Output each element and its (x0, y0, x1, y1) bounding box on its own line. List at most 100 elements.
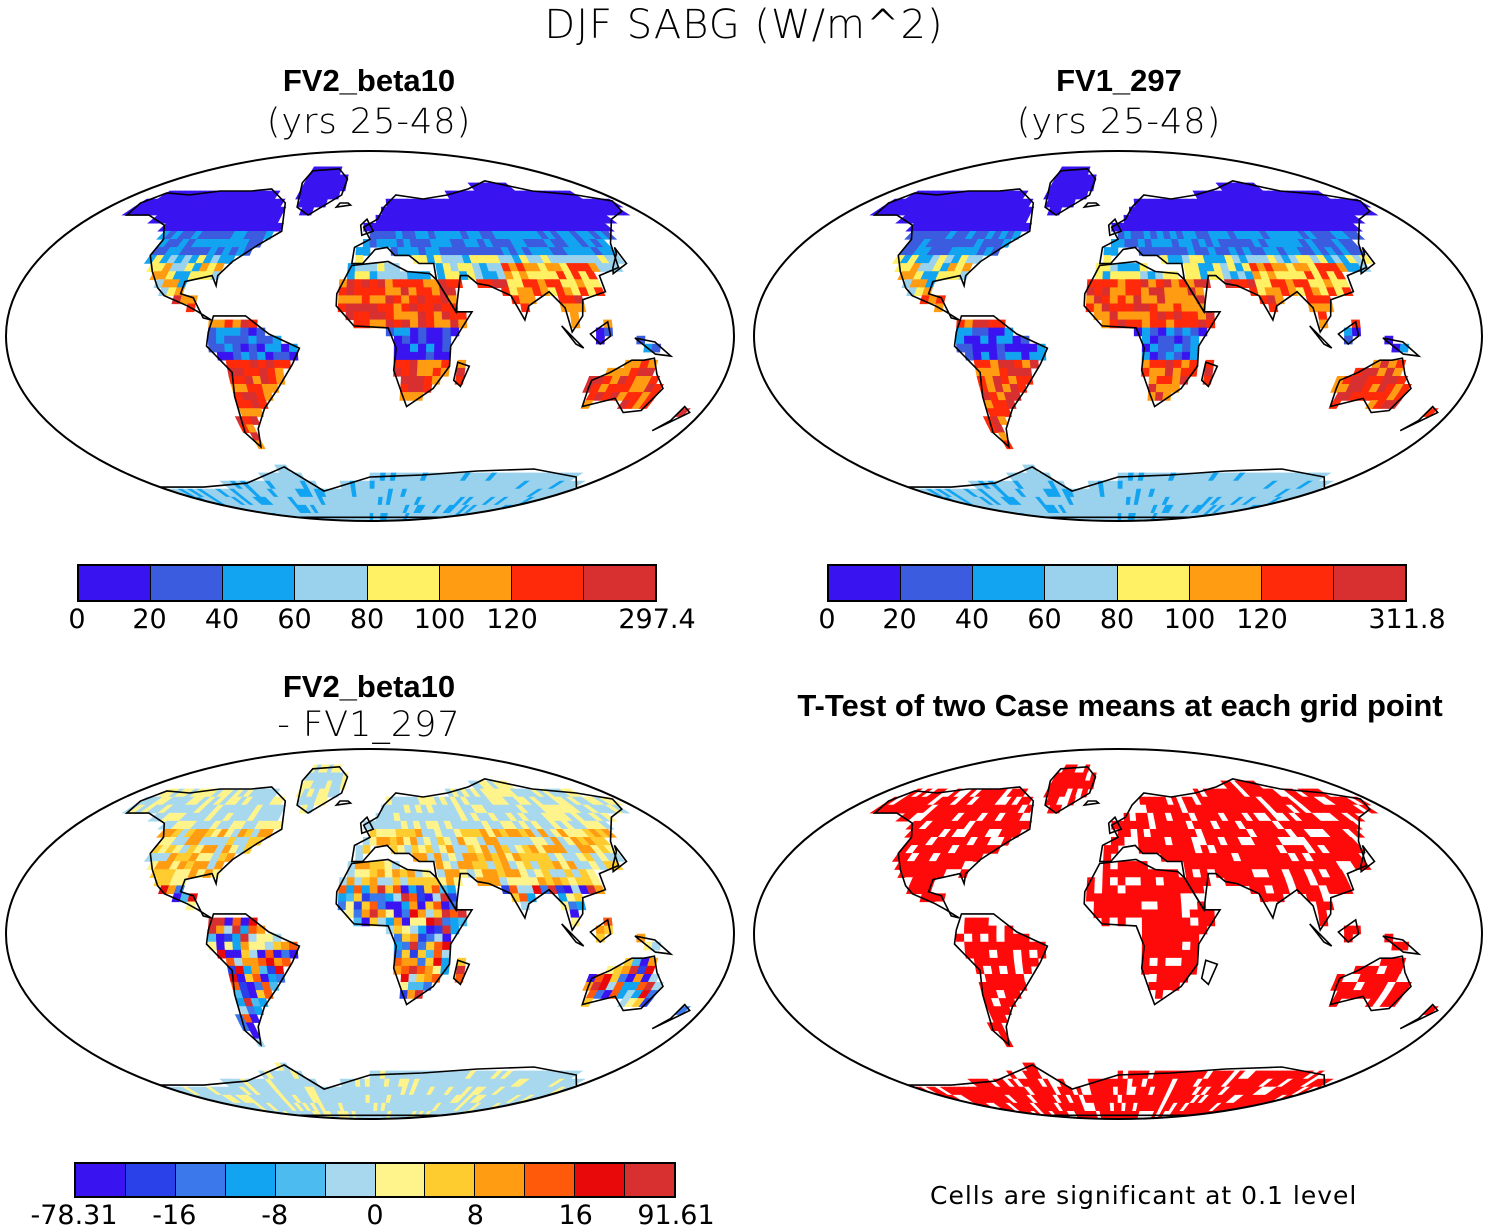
grid-cell (240, 925, 250, 935)
grid-cell (409, 957, 419, 967)
grid-cell (401, 303, 411, 313)
grid-cell (1254, 512, 1275, 521)
grid-cell (1140, 271, 1149, 280)
grid-cell (242, 512, 261, 521)
grid-cell (224, 949, 235, 959)
grid-cell (393, 335, 403, 345)
grid-cell (1164, 375, 1174, 385)
grid-cell (416, 885, 426, 895)
grid-cell (424, 367, 434, 377)
grid-cell (1277, 504, 1298, 514)
grid-cell (1113, 504, 1119, 514)
grid-cell (224, 1110, 245, 1119)
figure-title: DJF SABG (W/m^2) (544, 2, 944, 48)
grid-cell (233, 359, 244, 369)
grid-cell (272, 343, 282, 353)
grid-cell (1171, 287, 1182, 297)
grid-cell (256, 335, 266, 345)
grid-cell (964, 343, 974, 353)
grid-cell (1182, 319, 1192, 329)
grid-cell (408, 893, 418, 903)
grid-cell (986, 512, 1005, 521)
grid-cell (1166, 335, 1175, 345)
grid-cell (217, 512, 237, 521)
grid-cell (1117, 311, 1127, 321)
grid-cell (950, 504, 970, 514)
grid-cell (248, 949, 259, 959)
grid-cell (232, 319, 242, 329)
grid-cell (417, 351, 427, 361)
grid-cell (417, 917, 427, 927)
grid-cell (407, 279, 417, 288)
grid-cell (569, 909, 580, 919)
grid-cell (240, 327, 250, 337)
coastline-eurasia (350, 180, 623, 334)
grid-cell (426, 941, 435, 951)
grid-cell (1190, 343, 1200, 353)
grid-cell (198, 1102, 218, 1112)
grid-cell (400, 375, 410, 385)
grid-cell (1123, 222, 1132, 232)
grid-cell (240, 351, 251, 361)
coastline-newGuinea (634, 337, 674, 358)
grid-cell (232, 335, 242, 345)
grid-cell (216, 327, 225, 337)
grid-cell (1181, 359, 1191, 369)
grid-cell (956, 343, 966, 353)
grid-cell (1165, 303, 1175, 313)
grid-cell (506, 512, 527, 521)
grid-cell (402, 925, 411, 935)
grid-cell (221, 1110, 240, 1119)
grid-cell (410, 933, 419, 943)
coastline-australia (581, 955, 664, 1012)
grid-cell (433, 351, 443, 361)
grid-cell (240, 335, 250, 345)
grid-cell (389, 239, 398, 248)
grid-cell (208, 941, 218, 951)
grid-cell (248, 351, 259, 361)
grid-cell (1148, 287, 1158, 297)
grid-cell (369, 909, 379, 919)
grid-cell (369, 1086, 375, 1096)
grid-cell (1103, 853, 1112, 862)
grid-cell (241, 957, 252, 967)
grid-cell (1004, 343, 1014, 353)
grid-cell (597, 222, 615, 232)
panel-title-fv1: FV1_297 (1056, 63, 1182, 98)
grid-cell (359, 480, 366, 490)
grid-cell (1029, 359, 1040, 369)
grid-cell (224, 343, 234, 353)
panel-subtitle-fv1: (yrs 25-48) (1016, 102, 1222, 142)
grid-cell (432, 893, 442, 903)
grid-cell (361, 287, 371, 297)
grid-cell (289, 949, 299, 959)
grid-cell (361, 295, 371, 305)
grid-cell (1165, 319, 1175, 329)
grid-cell (425, 311, 435, 321)
grid-cell (1205, 311, 1215, 321)
grid-cell (470, 1110, 488, 1119)
grid-cell (238, 1110, 257, 1119)
grid-cell (1133, 319, 1143, 329)
grid-cell (1198, 319, 1208, 329)
grid-cell (418, 933, 427, 943)
coastline-eurasia (1098, 180, 1371, 334)
grid-cell (434, 933, 444, 943)
grid-cell (1173, 359, 1183, 369)
panel-title-fv2: FV2_beta10 (282, 63, 456, 98)
grid-cell (442, 319, 452, 329)
grid-cell (376, 230, 384, 240)
map-fv1-297 (753, 150, 1483, 522)
grid-cell (393, 893, 403, 903)
grid-cell (1109, 504, 1115, 514)
grid-cell (392, 869, 401, 878)
grid-cell (248, 335, 258, 345)
grid-cell (1323, 303, 1335, 313)
grid-cell (486, 512, 506, 521)
grid-cell (938, 504, 959, 514)
grid-cell (401, 965, 410, 975)
grid-cell (408, 295, 418, 305)
coastline-borneo (589, 320, 612, 346)
grid-cell (414, 990, 424, 999)
grid-cell (409, 949, 419, 959)
